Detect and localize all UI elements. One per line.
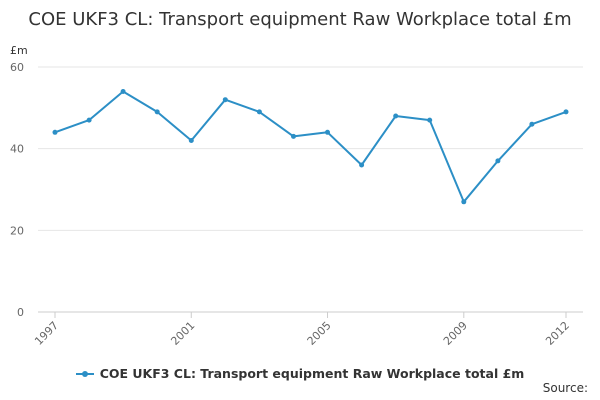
data-point xyxy=(291,133,296,139)
y-tick-label: 0 xyxy=(17,306,24,319)
series-line xyxy=(54,90,567,203)
x-tick-label: 2009 xyxy=(441,319,470,348)
legend-item-label: COE UKF3 CL: Transport equipment Raw Wor… xyxy=(99,366,525,381)
x-tick-label: 2012 xyxy=(543,319,572,348)
data-point xyxy=(222,97,228,103)
data-point xyxy=(563,109,569,115)
data-point xyxy=(529,121,535,127)
x-tick-label: 2005 xyxy=(305,319,334,348)
y-tick-label: 40 xyxy=(10,143,24,156)
data-point xyxy=(188,138,194,143)
data-point xyxy=(461,199,467,205)
source-label: Source: xyxy=(542,381,588,395)
data-point xyxy=(52,129,58,135)
x-tick-label: 2001 xyxy=(168,319,197,348)
data-point xyxy=(325,129,330,135)
legend[interactable]: COE UKF3 CL: Transport equipment Raw Wor… xyxy=(0,366,600,381)
data-point xyxy=(154,109,160,115)
data-point xyxy=(120,89,126,94)
data-point xyxy=(393,113,399,119)
data-point xyxy=(427,117,433,123)
legend-line-marker-icon xyxy=(75,370,94,377)
x-tick-label: 1997 xyxy=(32,319,61,348)
data-point xyxy=(256,109,262,115)
y-tick-label: 20 xyxy=(10,224,24,237)
y-axis-label: £m xyxy=(10,44,28,57)
data-point xyxy=(359,162,365,168)
data-point xyxy=(86,117,92,123)
data-point xyxy=(495,158,501,164)
y-tick-label: 60 xyxy=(10,61,24,74)
chart-title: COE UKF3 CL: Transport equipment Raw Wor… xyxy=(28,9,572,30)
